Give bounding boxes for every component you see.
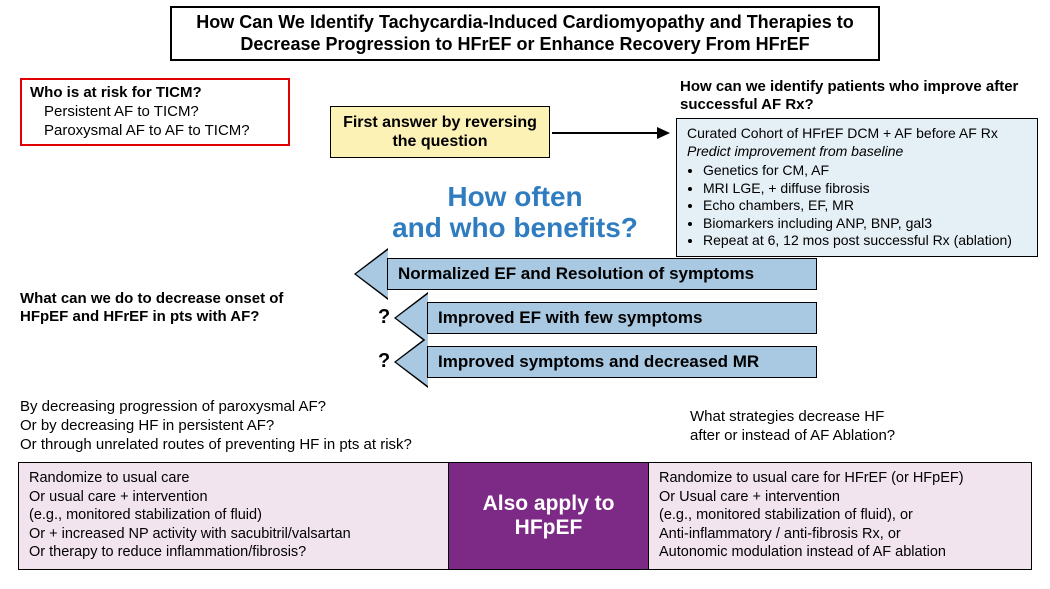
risk-heading: Who is at risk for TICM? [30, 84, 280, 103]
reverse-question-text: First answer by reversing the question [343, 114, 537, 150]
main-title: How Can We Identify Tachycardia-Induced … [196, 12, 853, 54]
bottom-mid-cell: Also apply to HFpEF [449, 463, 649, 569]
arrow-band-2: Improved EF with few symptoms [427, 302, 817, 334]
main-title-box: How Can We Identify Tachycardia-Induced … [170, 6, 880, 61]
risk-line1: Persistent AF to TICM? [30, 103, 280, 122]
bottom-row: Randomize to usual care Or usual care + … [18, 462, 1032, 570]
big-blue-question: How often and who benefits? [360, 182, 670, 244]
bottom-right-cell: Randomize to usual care for HFrEF (or HF… [649, 463, 1031, 569]
identify-heading: How can we identify patients who improve… [680, 78, 1040, 114]
question-mark: ? [378, 350, 390, 373]
arrow-band-3: Improved symptoms and decreased MR [427, 346, 817, 378]
cohort-item: Biomarkers including ANP, BNP, gal3 [703, 215, 1027, 233]
cohort-list: Genetics for CM, AF MRI LGE, + diffuse f… [687, 162, 1027, 250]
cohort-item: Echo chambers, EF, MR [703, 197, 1027, 215]
risk-box: Who is at risk for TICM? Persistent AF t… [20, 78, 290, 146]
cohort-line1: Curated Cohort of HFrEF DCM + AF before … [687, 125, 1027, 143]
arrow-left-icon [396, 338, 428, 386]
arrow-left-icon [356, 250, 388, 298]
reverse-question-box: First answer by reversing the question [330, 106, 550, 158]
routes-block: By decreasing progression of paroxysmal … [20, 398, 540, 454]
arrow-left-icon [396, 294, 428, 342]
arrow-band-1: Normalized EF and Resolution of symptoms [387, 258, 817, 290]
arrow-right-icon [552, 123, 672, 143]
cohort-line2: Predict improvement from baseline [687, 143, 1027, 161]
question-mark: ? [378, 306, 390, 329]
cohort-box: Curated Cohort of HFrEF DCM + AF before … [676, 118, 1038, 257]
cohort-item: Repeat at 6, 12 mos post successful Rx (… [703, 232, 1027, 250]
cohort-item: Genetics for CM, AF [703, 162, 1027, 180]
risk-line2: Paroxysmal AF to AF to TICM? [30, 122, 280, 141]
decrease-onset: What can we do to decrease onset of HFpE… [20, 290, 340, 326]
bottom-left-cell: Randomize to usual care Or usual care + … [19, 463, 449, 569]
strategies-block: What strategies decrease HF after or ins… [690, 408, 1020, 446]
cohort-item: MRI LGE, + diffuse fibrosis [703, 180, 1027, 198]
